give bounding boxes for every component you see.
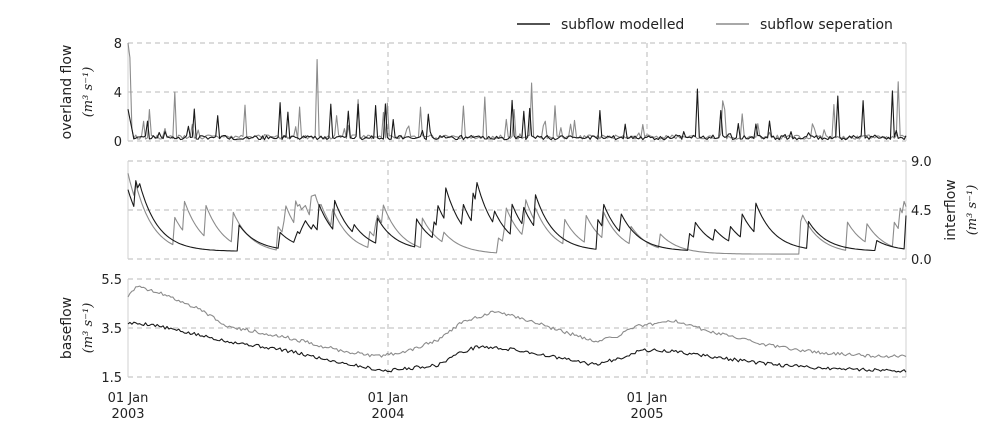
baseflow-series [127, 285, 907, 373]
overland-line-seperation [127, 42, 907, 140]
interflow-yunit: (m³ s⁻¹) [965, 185, 980, 236]
interflow-series [127, 173, 907, 255]
legend: subflow modelled subflow seperation [517, 17, 893, 33]
baseflow-line-modelled [127, 321, 907, 373]
overland-ytick-1: 4 [114, 86, 122, 101]
overland-series [127, 42, 907, 141]
xtick-2005-day: 01 Jan [627, 391, 668, 406]
baseflow-ytick-0: 1.5 [101, 371, 122, 386]
xtick-2004-year: 2004 [371, 407, 404, 422]
x-axis-ticks: 01 Jan 2003 01 Jan 2004 01 Jan 2005 [108, 391, 668, 422]
interflow-ytick-1: 4.5 [911, 204, 932, 219]
legend-label-seperation: subflow seperation [760, 17, 893, 33]
baseflow-ytick-2: 5.5 [101, 273, 122, 288]
legend-label-modelled: subflow modelled [561, 17, 684, 33]
panel-overland-flow: 0 4 8 overland flow (m³ s⁻¹) [59, 37, 907, 150]
baseflow-ylabel: baseflow [59, 297, 75, 359]
overland-ytick-0: 0 [114, 135, 122, 150]
baseflow-ytick-1: 3.5 [101, 322, 122, 337]
overland-ytick-2: 8 [114, 37, 122, 52]
panel-interflow: 0.0 4.5 9.0 interflow (m³ s⁻¹) [127, 155, 980, 268]
overland-yunit: (m³ s⁻¹) [81, 67, 96, 118]
overland-ylabel: overland flow [59, 45, 75, 140]
interflow-ytick-0: 0.0 [911, 253, 932, 268]
interflow-ytick-2: 9.0 [911, 155, 932, 170]
xtick-2005-year: 2005 [630, 407, 663, 422]
interflow-line-seperation [127, 173, 907, 255]
panel-baseflow: 1.5 3.5 5.5 baseflow (m³ s⁻¹) [59, 273, 907, 386]
xtick-2003-year: 2003 [111, 407, 144, 422]
overland-line-modelled [127, 88, 907, 141]
interflow-line-modelled [127, 180, 907, 252]
baseflow-gridlines [128, 278, 906, 378]
baseflow-yunit: (m³ s⁻¹) [81, 303, 96, 354]
baseflow-line-seperation [127, 285, 907, 359]
overland-gridlines [128, 42, 906, 142]
interflow-ylabel: interflow [943, 179, 959, 240]
interflow-gridlines [128, 160, 906, 260]
xtick-2004-day: 01 Jan [368, 391, 409, 406]
xtick-2003-day: 01 Jan [108, 391, 149, 406]
